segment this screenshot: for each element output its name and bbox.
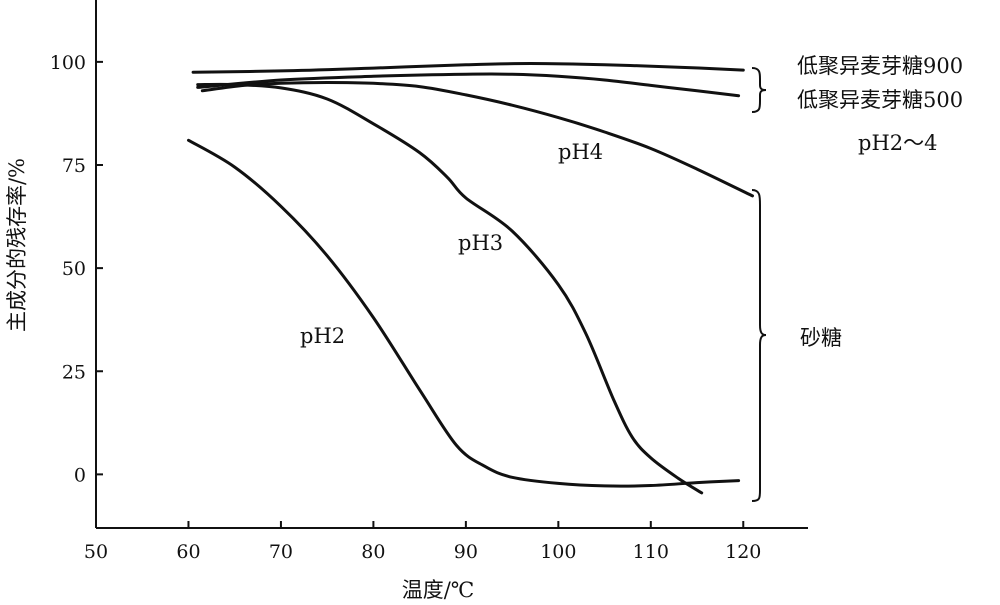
axes bbox=[95, 0, 808, 529]
series-curves bbox=[187, 62, 754, 495]
label-ph-range: pH2～4 bbox=[858, 131, 937, 155]
x-tick-label: 90 bbox=[454, 541, 478, 563]
series-line-5 bbox=[187, 138, 741, 488]
x-tick-label: 120 bbox=[725, 541, 761, 563]
label-imo500: 低聚异麦芽糖500 bbox=[797, 88, 963, 112]
brace-sucrose bbox=[751, 189, 767, 502]
label-ph3: pH3 bbox=[458, 231, 503, 255]
label-ph2: pH2 bbox=[300, 324, 345, 348]
y-tick-label: 0 bbox=[74, 464, 86, 486]
y-axis-ticks: 0 25 50 75 100 bbox=[50, 52, 103, 486]
x-tick-label: 100 bbox=[540, 541, 576, 563]
series-line-3 bbox=[200, 81, 754, 198]
y-tick-label: 50 bbox=[62, 258, 86, 280]
x-tick-label: 80 bbox=[361, 541, 385, 563]
x-tick-label: 70 bbox=[269, 541, 293, 563]
y-tick-label: 100 bbox=[50, 52, 86, 74]
x-tick-label: 60 bbox=[176, 541, 200, 563]
y-tick-label: 25 bbox=[62, 361, 86, 383]
label-sucrose: 砂糖 bbox=[800, 326, 842, 350]
label-imo900: 低聚异麦芽糖900 bbox=[797, 54, 963, 78]
label-ph4: pH4 bbox=[558, 140, 603, 164]
y-axis-title: 主成分的残存率/% bbox=[5, 158, 29, 332]
x-axis-ticks: 50 60 70 80 90 100 110 120 bbox=[84, 521, 761, 563]
series-line-2 bbox=[196, 72, 741, 98]
y-tick-label: 75 bbox=[62, 155, 86, 177]
series-line-1 bbox=[191, 62, 745, 74]
x-tick-label: 50 bbox=[84, 541, 108, 563]
series-line-4 bbox=[196, 82, 704, 495]
brace-imo bbox=[751, 67, 767, 113]
x-tick-label: 110 bbox=[633, 541, 669, 563]
x-axis-title: 温度/℃ bbox=[402, 578, 475, 602]
